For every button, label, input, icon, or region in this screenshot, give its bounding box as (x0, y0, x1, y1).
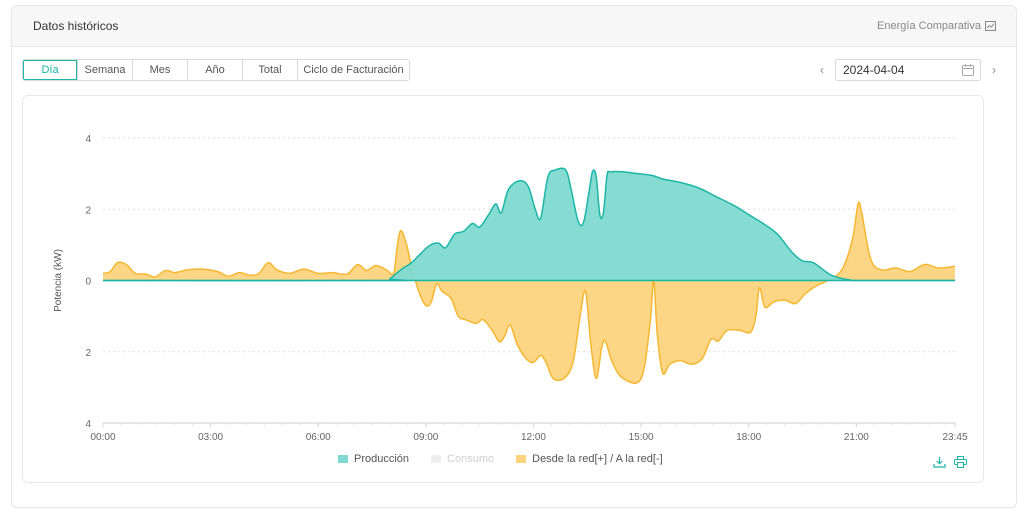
chevron-right-icon[interactable]: › (992, 63, 996, 77)
tab-mes[interactable]: Mes (133, 60, 188, 80)
x-tick-label: 06:00 (306, 432, 331, 443)
date-picker-input[interactable]: 2024-04-04 (835, 59, 981, 81)
energy-compare-button[interactable]: Energía Comparativa (877, 20, 996, 32)
print-icon[interactable] (954, 456, 967, 468)
legend-item-produccion[interactable]: Producción (338, 453, 409, 465)
tab-ano[interactable]: Año (188, 60, 243, 80)
x-tick-label: 03:00 (198, 432, 223, 443)
date-value: 2024-04-04 (843, 63, 905, 77)
y-tick-label: 2 (85, 348, 91, 359)
legend-swatch-produccion (338, 455, 348, 463)
panel-header: Datos históricos Energía Comparativa (12, 6, 1016, 47)
legend-item-consumo[interactable]: Consumo (431, 453, 494, 465)
legend-swatch-consumo (431, 455, 442, 463)
energy-compare-label: Energía Comparativa (877, 20, 981, 32)
x-tick-label: 15:00 (629, 432, 654, 443)
legend-label-red: Desde la red[+] / A la red[-] (532, 453, 663, 465)
compare-chart-icon (985, 21, 996, 31)
production-series-line (102, 167, 956, 282)
x-tick-label: 00:00 (90, 432, 115, 443)
x-tick-label: 23:45 (942, 432, 967, 443)
grid-series-line (102, 201, 956, 384)
tab-total[interactable]: Total (243, 60, 298, 80)
x-tick-label: 21:00 (844, 432, 869, 443)
panel-title: Datos históricos (33, 19, 119, 33)
y-tick-label: 0 (85, 277, 91, 288)
power-chart: 4 2 0 2 4 00:00 03:00 06:00 09:00 12:00 15:00 18:00… (53, 134, 968, 443)
tab-ciclo-facturacion[interactable]: Ciclo de Facturación (298, 60, 409, 80)
production-series-area (103, 168, 955, 281)
chart-tools (933, 456, 967, 468)
x-tick-label: 12:00 (521, 432, 546, 443)
y-tick-label: 4 (85, 134, 91, 145)
calendar-icon (962, 64, 974, 76)
tab-semana[interactable]: Semana (78, 60, 133, 80)
chart-legend: Producción Consumo Desde la red[+] / A l… (338, 453, 685, 465)
y-axis-title: Potencia (kW) (53, 249, 64, 312)
y-tick-label: 4 (85, 419, 91, 430)
legend-label-produccion: Producción (354, 453, 410, 465)
y-tick-label: 2 (85, 205, 91, 216)
chevron-left-icon[interactable]: ‹ (820, 63, 824, 77)
download-icon[interactable] (933, 456, 946, 468)
legend-label-consumo: Consumo (447, 453, 495, 465)
legend-swatch-red (516, 455, 527, 463)
legend-item-red[interactable]: Desde la red[+] / A la red[-] (516, 453, 663, 465)
period-tabs: Día Semana Mes Año Total Ciclo de Factur… (22, 59, 410, 81)
x-tick-label: 09:00 (413, 432, 438, 443)
chart-card: 4 2 0 2 4 00:00 03:00 06:00 09:00 12:00 15:00 18:00… (22, 95, 984, 483)
grid-series-area (103, 202, 955, 384)
tab-dia[interactable]: Día (23, 60, 78, 80)
x-tick-label: 18:00 (736, 432, 761, 443)
date-navigator: ‹ 2024-04-04 › (814, 59, 1002, 81)
